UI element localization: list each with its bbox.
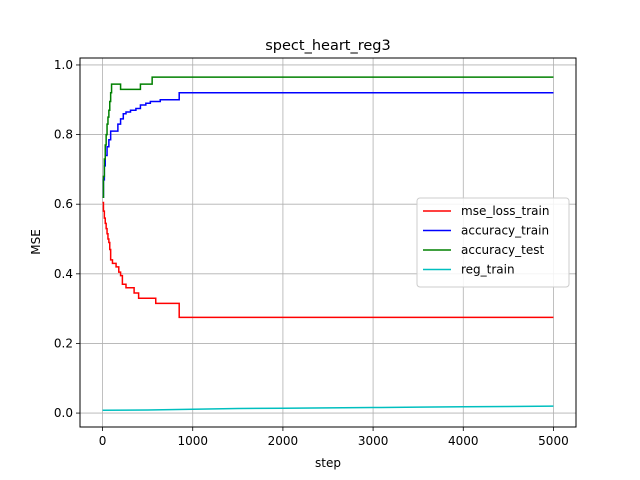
y-tick-label: 0.2 xyxy=(54,336,73,350)
x-tick-label: 2000 xyxy=(268,434,299,448)
legend-label: accuracy_train xyxy=(461,224,549,238)
x-tick-label: 1000 xyxy=(177,434,208,448)
plot-frame xyxy=(79,57,577,428)
x-tick-label: 5000 xyxy=(538,434,569,448)
series-line-accuracy-test xyxy=(102,76,554,198)
series-line-reg-train xyxy=(102,405,554,412)
legend-label: accuracy_test xyxy=(461,243,544,257)
chart-title: spect_heart_reg3 xyxy=(265,38,390,54)
y-tick-label: 1.0 xyxy=(54,58,73,72)
series-lines xyxy=(102,76,554,412)
y-tick-label: 0.0 xyxy=(54,406,73,420)
series-line-mse-loss-train xyxy=(102,201,554,319)
legend-box xyxy=(416,197,570,288)
x-tick-label: 3000 xyxy=(358,434,389,448)
y-tick-label: 0.4 xyxy=(54,267,73,281)
y-tick-label: 0.8 xyxy=(54,128,73,142)
y-tick-label: 0.6 xyxy=(54,197,73,211)
x-tick-label: 0 xyxy=(99,434,107,448)
legend-label: mse_loss_train xyxy=(461,204,549,218)
axis-ticks: 0 1000 2000 3000 4000 5000 0.0 0.2 0.4 0.6 0.8 1.0 xyxy=(54,58,569,448)
legend: mse_loss_train accuracy_train accuracy_tes… xyxy=(416,197,570,288)
y-axis-label: MSE xyxy=(29,229,43,255)
x-tick-label: 4000 xyxy=(448,434,479,448)
x-axis-label: step xyxy=(315,456,341,470)
legend-label: reg_train xyxy=(461,263,515,277)
